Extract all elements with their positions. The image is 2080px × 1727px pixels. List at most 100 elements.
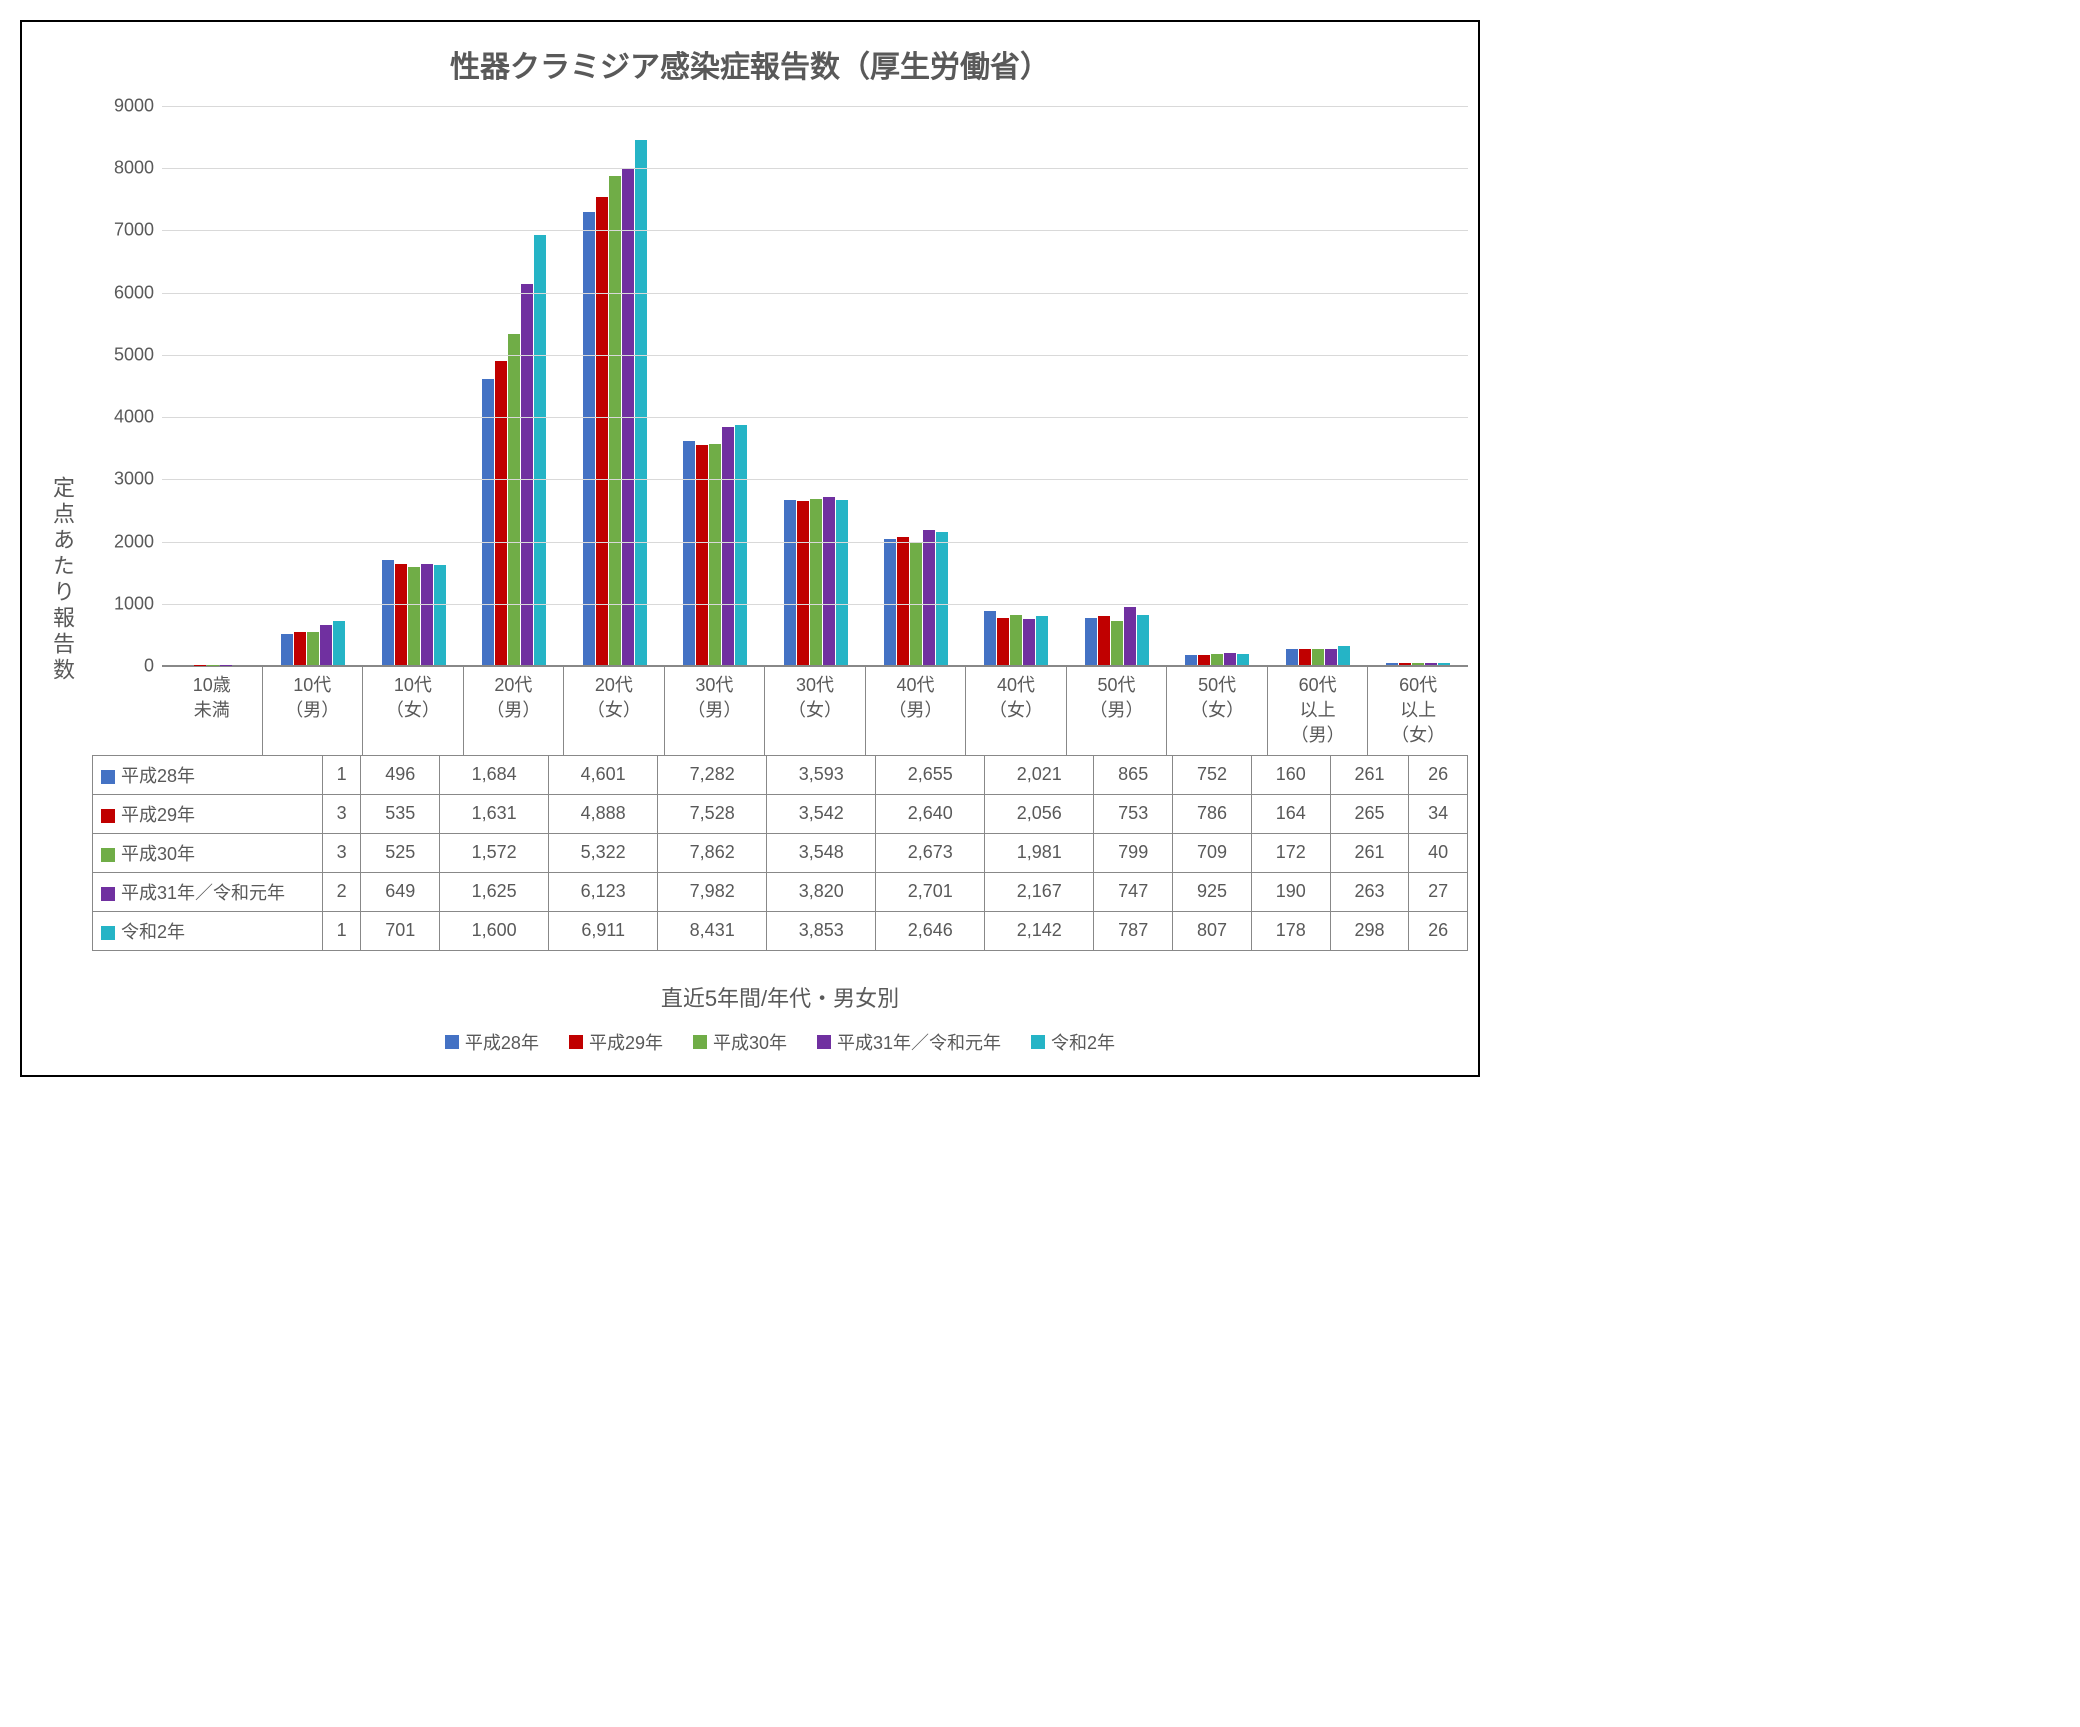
- table-cell: 3: [323, 794, 361, 833]
- bar: [1137, 615, 1149, 665]
- table-cell: 160: [1251, 755, 1330, 794]
- bar: [1185, 655, 1197, 665]
- table-cell: 261: [1330, 755, 1409, 794]
- bar-group: [1066, 106, 1166, 665]
- table-cell: 1,631: [440, 794, 549, 833]
- x-tick-label: 60代以上（男）: [1267, 667, 1368, 755]
- bar: [421, 564, 433, 665]
- series-label-text: 平成29年: [121, 805, 195, 825]
- table-cell: 799: [1094, 833, 1173, 872]
- table-cell: 7,528: [658, 794, 767, 833]
- table-cell: 3,853: [767, 911, 876, 950]
- gridline: [162, 106, 1468, 107]
- table-cell: 786: [1173, 794, 1252, 833]
- y-tick-label: 6000: [114, 282, 154, 303]
- table-cell: 5,322: [549, 833, 658, 872]
- bar: [696, 445, 708, 665]
- table-cell: 6,123: [549, 872, 658, 911]
- table-cell: 3,542: [767, 794, 876, 833]
- table-cell: 752: [1173, 755, 1252, 794]
- legend-label: 平成29年: [589, 1029, 663, 1055]
- legend-swatch: [445, 1035, 459, 1049]
- bar: [508, 334, 520, 665]
- legend-swatch: [693, 1035, 707, 1049]
- x-tick-label: 50代（男）: [1066, 667, 1167, 755]
- table-cell: 34: [1409, 794, 1468, 833]
- gridline: [162, 168, 1468, 169]
- table-cell: 26: [1409, 755, 1468, 794]
- table-cell: 2,167: [985, 872, 1094, 911]
- legend-item: 平成28年: [445, 1029, 539, 1055]
- bar: [1023, 619, 1035, 665]
- chart-subtitle: 直近5年間/年代・男女別: [92, 981, 1468, 1013]
- table-cell: 265: [1330, 794, 1409, 833]
- bar: [1286, 649, 1298, 665]
- bar-group: [865, 106, 965, 665]
- table-cell: 3,593: [767, 755, 876, 794]
- table-cell: 8,431: [658, 911, 767, 950]
- bar: [1098, 616, 1110, 665]
- gridline: [162, 355, 1468, 356]
- table-row: 平成29年35351,6314,8887,5283,5422,6402,0567…: [93, 794, 1468, 833]
- x-tick-label: 10代（女）: [362, 667, 463, 755]
- table-cell: 747: [1094, 872, 1173, 911]
- xaxis-spacer: [92, 666, 162, 755]
- table-cell: 2,021: [985, 755, 1094, 794]
- table-cell: 2,655: [876, 755, 985, 794]
- gridline: [162, 542, 1468, 543]
- table-cell: 7,282: [658, 755, 767, 794]
- table-cell: 1,625: [440, 872, 549, 911]
- bar: [1198, 655, 1210, 665]
- bar: [735, 425, 747, 665]
- bar: [1124, 607, 1136, 665]
- series-swatch: [101, 770, 115, 784]
- legend-label: 令和2年: [1051, 1029, 1115, 1055]
- table-cell: 753: [1094, 794, 1173, 833]
- chart-body: 定点あたり報告数 0100020003000400050006000700080…: [32, 106, 1468, 1055]
- bar: [836, 500, 848, 665]
- table-cell: 1: [323, 911, 361, 950]
- table-row: 平成30年35251,5725,3227,8623,5482,6731,9817…: [93, 833, 1468, 872]
- y-tick-label: 4000: [114, 407, 154, 428]
- x-tick-label: 40代（女）: [965, 667, 1066, 755]
- bar: [897, 537, 909, 665]
- table-cell: 525: [361, 833, 440, 872]
- table-cell: 7,982: [658, 872, 767, 911]
- data-table-host: 平成28年14961,6844,6017,2823,5932,6552,0218…: [92, 755, 1468, 951]
- bar: [683, 441, 695, 665]
- bar: [823, 497, 835, 665]
- table-cell: 3,820: [767, 872, 876, 911]
- table-cell: 4,888: [549, 794, 658, 833]
- series-label: 平成30年: [93, 833, 323, 872]
- legend-label: 平成28年: [465, 1029, 539, 1055]
- bar: [1386, 663, 1398, 665]
- series-swatch: [101, 887, 115, 901]
- gridline: [162, 417, 1468, 418]
- bar: [722, 427, 734, 665]
- series-label-text: 令和2年: [121, 922, 185, 942]
- table-row: 令和2年17011,6006,9118,4313,8532,6462,14278…: [93, 911, 1468, 950]
- bar: [1085, 618, 1097, 665]
- bar-group: [765, 106, 865, 665]
- bar: [307, 632, 319, 665]
- table-cell: 1: [323, 755, 361, 794]
- legend-item: 令和2年: [1031, 1029, 1115, 1055]
- table-cell: 4,601: [549, 755, 658, 794]
- table-cell: 1,572: [440, 833, 549, 872]
- x-tick-label: 30代（男）: [664, 667, 765, 755]
- y-tick-label: 3000: [114, 469, 154, 490]
- legend-label: 平成30年: [713, 1029, 787, 1055]
- bar: [1211, 654, 1223, 665]
- bar: [709, 444, 721, 665]
- bar: [1399, 663, 1411, 665]
- bar: [281, 634, 293, 665]
- bar: [1224, 653, 1236, 665]
- legend-label: 平成31年／令和元年: [837, 1029, 1001, 1055]
- table-cell: 2,142: [985, 911, 1094, 950]
- x-tick-label: 20代（男）: [463, 667, 564, 755]
- bar: [395, 564, 407, 665]
- bar: [1312, 649, 1324, 665]
- series-swatch: [101, 926, 115, 940]
- x-tick-label: 10代（男）: [262, 667, 363, 755]
- table-cell: 164: [1251, 794, 1330, 833]
